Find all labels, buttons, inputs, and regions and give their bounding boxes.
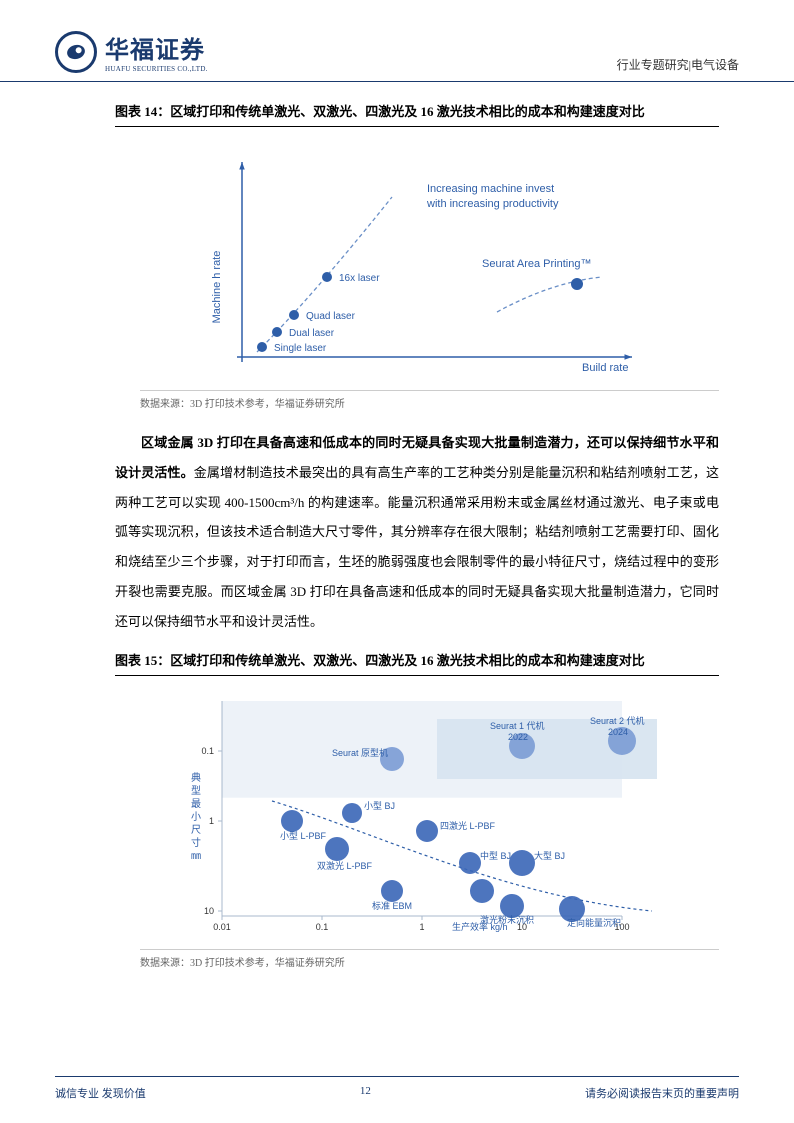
svg-text:0.1: 0.1 — [316, 922, 329, 932]
svg-text:中型 BJ: 中型 BJ — [480, 850, 511, 861]
svg-text:Seurat Area Printing™: Seurat Area Printing™ — [482, 258, 591, 270]
svg-text:Seurat 2 代机: Seurat 2 代机 — [590, 715, 645, 726]
logo-cn: 华福证券 — [105, 30, 208, 65]
svg-text:尺: 尺 — [191, 824, 201, 836]
svg-text:Machine h rate: Machine h rate — [211, 250, 223, 323]
svg-text:寸: 寸 — [191, 836, 201, 849]
svg-text:大型 BJ: 大型 BJ — [534, 850, 565, 861]
svg-text:10: 10 — [204, 906, 214, 916]
figure-15-chart: 0.11100.010.1110100典型最小尺寸㎜生产效率 kg/h小型 L-… — [115, 686, 719, 941]
figure-15-source: 数据来源：3D 打印技术参考，华福证券研究所 — [140, 949, 719, 969]
svg-text:小型 L-PBF: 小型 L-PBF — [280, 831, 327, 841]
figure-15-title: 图表 15：区域打印和传统单激光、双激光、四激光及 16 激光技术相比的成本和构… — [115, 651, 719, 676]
svg-text:16x laser: 16x laser — [339, 273, 380, 284]
svg-text:2024: 2024 — [608, 727, 628, 737]
svg-text:典: 典 — [191, 771, 201, 784]
figure-14-chart: Machine h rate Build rate Single laser Dual… — [115, 137, 719, 382]
logo-icon — [55, 31, 97, 73]
svg-text:最: 最 — [191, 798, 201, 810]
logo-block: 华福证券 HUAFU SECURITIES CO.,LTD. — [55, 30, 208, 73]
svg-text:标准 EBM: 标准 EBM — [372, 900, 412, 911]
svg-text:Increasing machine invest: Increasing machine invest — [427, 183, 554, 195]
svg-text:四激光 L-PBF: 四激光 L-PBF — [440, 820, 496, 831]
footer-right: 请务必阅读报告末页的重要声明 — [585, 1085, 739, 1101]
svg-text:双激光 L-PBF: 双激光 L-PBF — [317, 860, 373, 871]
logo-en: HUAFU SECURITIES CO.,LTD. — [105, 65, 208, 73]
svg-text:㎜: ㎜ — [191, 851, 201, 862]
svg-text:小: 小 — [191, 811, 201, 823]
svg-text:0.01: 0.01 — [213, 922, 231, 932]
svg-text:Build rate: Build rate — [582, 362, 628, 374]
svg-text:1: 1 — [419, 922, 424, 932]
svg-text:激光粉末沉积: 激光粉末沉积 — [480, 914, 534, 925]
svg-text:定向能量沉积: 定向能量沉积 — [567, 917, 621, 928]
svg-text:Quad laser: Quad laser — [306, 311, 356, 322]
svg-text:with increasing productivity: with increasing productivity — [426, 198, 559, 210]
page-footer: 诚信专业 发现价值 12 请务必阅读报告末页的重要声明 — [0, 1076, 794, 1101]
svg-text:Seurat 1 代机: Seurat 1 代机 — [490, 720, 545, 731]
figure-14-source: 数据来源：3D 打印技术参考，华福证券研究所 — [140, 390, 719, 410]
svg-text:Dual laser: Dual laser — [289, 328, 335, 339]
svg-text:2022: 2022 — [508, 732, 528, 742]
header-category: 行业专题研究|电气设备 — [617, 56, 739, 73]
footer-page-number: 12 — [360, 1085, 371, 1101]
svg-text:小型 BJ: 小型 BJ — [364, 801, 395, 811]
page-header: 华福证券 HUAFU SECURITIES CO.,LTD. 行业专题研究|电气… — [0, 0, 794, 82]
svg-text:Seurat 原型机: Seurat 原型机 — [332, 747, 388, 758]
footer-left: 诚信专业 发现价值 — [55, 1085, 146, 1101]
svg-text:0.1: 0.1 — [201, 746, 214, 756]
figure-14-title: 图表 14：区域打印和传统单激光、双激光、四激光及 16 激光技术相比的成本和构… — [115, 102, 719, 127]
body-paragraph: 区域金属 3D 打印在具备高速和低成本的同时无疑具备实现大批量制造潜力，还可以保… — [115, 428, 719, 637]
svg-text:型: 型 — [191, 784, 201, 797]
svg-text:Single laser: Single laser — [274, 343, 327, 354]
svg-text:1: 1 — [209, 816, 214, 826]
